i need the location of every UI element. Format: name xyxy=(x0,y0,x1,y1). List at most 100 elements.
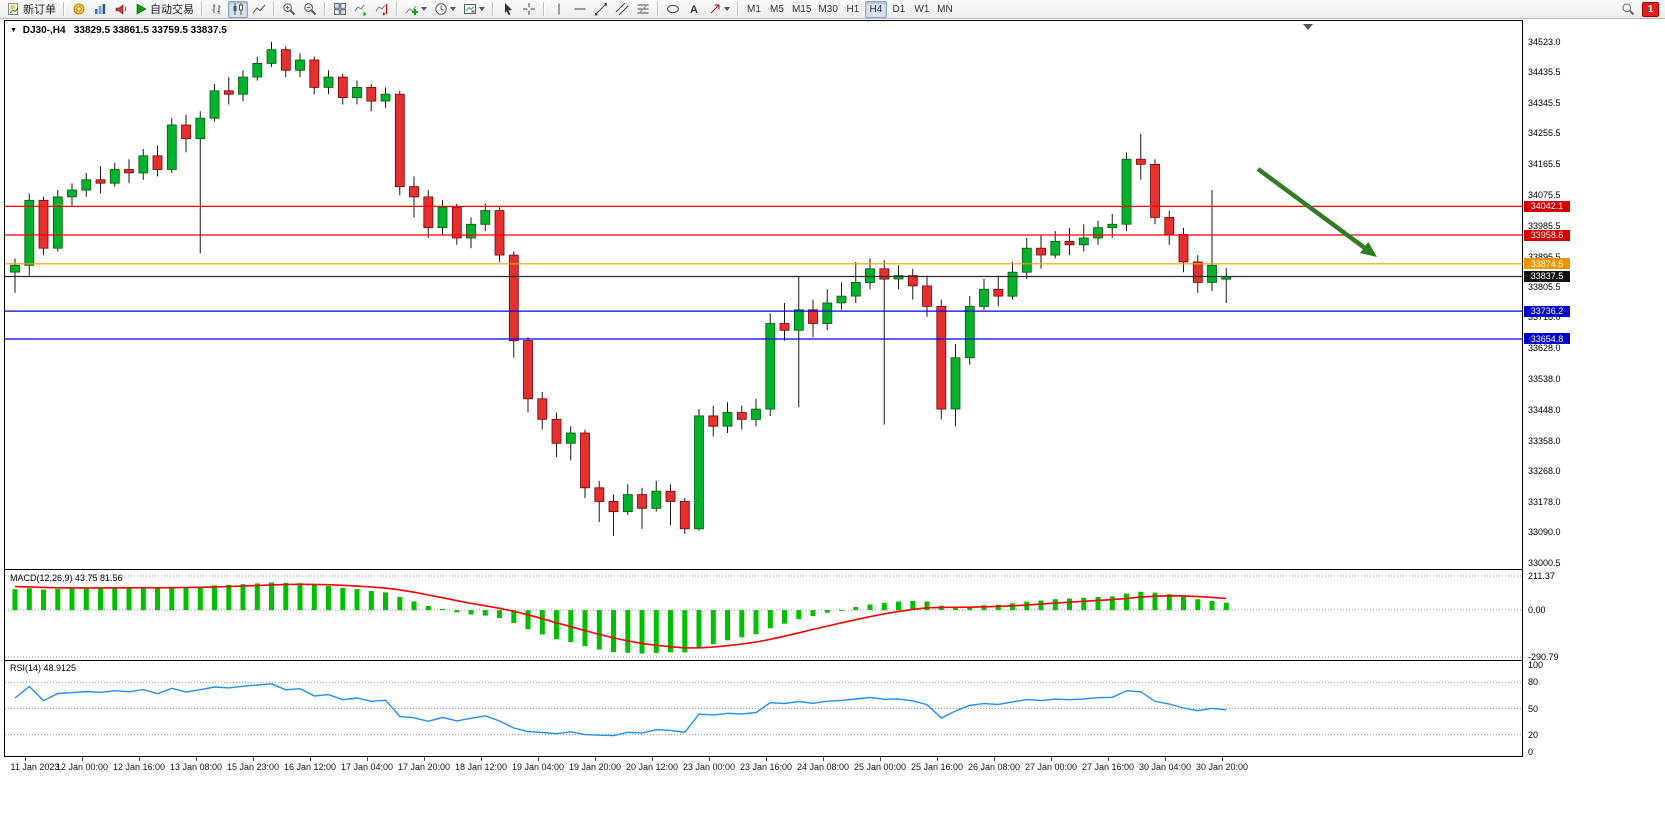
notification-badge[interactable]: 1 xyxy=(1642,1,1659,17)
chart-window[interactable] xyxy=(4,20,1523,757)
price-axis-label: 34435.5 xyxy=(1528,66,1561,77)
macd-label: MACD(12,26,9) 43.75 81.56 xyxy=(10,573,123,583)
price-level-badge: 33958.6 xyxy=(1524,229,1570,241)
time-axis-label: 15 Jan 23:00 xyxy=(226,762,280,772)
price-chart-canvas[interactable] xyxy=(5,21,1523,568)
rsi-panel-canvas[interactable] xyxy=(5,661,1523,755)
timeframe-h4[interactable]: H4 xyxy=(864,0,887,18)
vertical-line-icon xyxy=(558,3,560,15)
auto-scroll-button[interactable] xyxy=(351,1,371,18)
vertical-line-button[interactable] xyxy=(549,1,569,18)
time-axis-label: 23 Jan 16:00 xyxy=(739,762,793,772)
macd-panel-separator[interactable] xyxy=(5,569,1522,570)
auto-trading-button[interactable]: 自动交易 xyxy=(132,1,197,18)
price-level-badge: 34042.1 xyxy=(1524,200,1570,212)
candlestick-chart-type-button[interactable] xyxy=(228,0,248,18)
periods-button[interactable] xyxy=(431,1,459,18)
zoom-out-button[interactable] xyxy=(300,1,320,18)
crosshair-button[interactable] xyxy=(519,1,539,18)
fibonacci-button[interactable] xyxy=(633,1,653,18)
price-axis-label: 33718.0 xyxy=(1528,312,1561,323)
time-tick xyxy=(310,757,311,761)
alerts-button[interactable] xyxy=(111,1,131,18)
time-tick xyxy=(652,757,653,761)
time-axis-label: 18 Jan 12:00 xyxy=(454,762,508,772)
chart-shift-button[interactable] xyxy=(372,1,392,18)
new-order-button[interactable]: 新订单 xyxy=(3,1,59,18)
time-axis-label: 19 Jan 20:00 xyxy=(568,762,622,772)
new-order-icon xyxy=(8,3,19,15)
chevron-down-icon xyxy=(421,7,427,11)
horizontal-line-button[interactable] xyxy=(570,1,590,18)
macd-panel-canvas[interactable] xyxy=(5,570,1523,659)
chart-shift-marker[interactable] xyxy=(1302,23,1314,31)
chevron-down-icon xyxy=(450,7,456,11)
time-axis-label: 26 Jan 08:00 xyxy=(967,762,1021,772)
price-axis-label: 33000.5 xyxy=(1528,557,1561,568)
search-button[interactable] xyxy=(1618,1,1638,18)
channel-icon xyxy=(615,2,629,16)
horizontal-line-icon xyxy=(574,8,586,10)
time-axis[interactable]: 11 Jan 2023 12 Jan 00:00 12 Jan 16:00 13 Ja… xyxy=(4,757,1564,775)
price-axis[interactable]: 34523.0 34435.5 34345.5 34255.5 34165.5 34075… xyxy=(1524,20,1664,757)
rsi-axis-label: 80 xyxy=(1528,677,1539,688)
ellipse-shape-icon xyxy=(667,4,679,14)
timeframe-d1[interactable]: D1 xyxy=(892,3,906,15)
rsi-panel-separator[interactable] xyxy=(5,660,1522,661)
macd-axis-label: 0.00 xyxy=(1528,605,1546,616)
arrows-tool-button[interactable] xyxy=(705,1,733,18)
shapes-button[interactable] xyxy=(663,1,683,18)
text-icon: A xyxy=(690,4,698,16)
timeframe-m5[interactable]: M5 xyxy=(770,3,784,15)
data-window-button[interactable] xyxy=(90,1,110,18)
time-tick xyxy=(937,757,938,761)
timeframe-h1[interactable]: H1 xyxy=(846,3,860,15)
cursor-button[interactable] xyxy=(498,1,518,18)
rsi-axis-label: 100 xyxy=(1528,660,1544,670)
price-axis-label: 33538.0 xyxy=(1528,373,1561,384)
toolbar-separator xyxy=(657,2,659,16)
auto-scroll-icon xyxy=(354,4,367,16)
toolbar-separator xyxy=(396,2,398,16)
time-tick xyxy=(595,757,596,761)
price-axis-label: 33358.0 xyxy=(1528,435,1561,446)
time-tick xyxy=(424,757,425,761)
tile-windows-button[interactable] xyxy=(330,1,350,18)
time-tick xyxy=(1051,757,1052,761)
toolbar-separator xyxy=(273,2,275,16)
line-chart-icon xyxy=(252,4,266,14)
time-axis-label: 11 Jan 2023 xyxy=(10,762,60,772)
timeframe-m30[interactable]: M30 xyxy=(818,3,838,15)
auto-trading-icon xyxy=(136,3,147,15)
time-tick xyxy=(196,757,197,761)
time-axis-label: 19 Jan 04:00 xyxy=(511,762,565,772)
macd-axis-label: 211.37 xyxy=(1528,571,1555,581)
text-tool-button[interactable]: A xyxy=(684,1,704,18)
timeframe-group: M1 M5 M15 M30 H1 H4 D1 W1 MN xyxy=(743,0,956,18)
indicators-button[interactable] xyxy=(402,1,430,18)
auto-trading-label: 自动交易 xyxy=(150,4,194,16)
timeframe-mn[interactable]: MN xyxy=(937,3,953,15)
trendline-button[interactable] xyxy=(591,1,611,18)
time-axis-label: 27 Jan 00:00 xyxy=(1024,762,1078,772)
price-level-badge: 33736.2 xyxy=(1524,305,1570,317)
time-tick xyxy=(82,757,83,761)
zoom-in-button[interactable] xyxy=(279,1,299,18)
time-tick xyxy=(253,757,254,761)
market-watch-button[interactable] xyxy=(69,1,89,18)
template-icon xyxy=(464,4,476,14)
time-tick xyxy=(766,757,767,761)
indicators-icon xyxy=(405,5,418,15)
bar-chart-type-button[interactable] xyxy=(207,1,227,18)
main-toolbar: 新订单 自动交易 xyxy=(0,0,1665,19)
timeframe-m1[interactable]: M1 xyxy=(747,3,761,15)
timeframe-m15[interactable]: M15 xyxy=(792,3,812,15)
zoom-out-icon xyxy=(304,3,317,16)
channel-button[interactable] xyxy=(612,1,632,18)
templates-button[interactable] xyxy=(460,1,488,18)
line-chart-type-button[interactable] xyxy=(249,1,269,18)
timeframe-w1[interactable]: W1 xyxy=(914,3,930,15)
chevron-down-icon xyxy=(479,7,485,11)
symbol-dropdown-icon[interactable]: ▼ xyxy=(10,27,17,34)
symbol-ohlc-label: ▼ DJ30-,H4 33829.5 33861.5 33759.5 33837… xyxy=(10,25,227,36)
